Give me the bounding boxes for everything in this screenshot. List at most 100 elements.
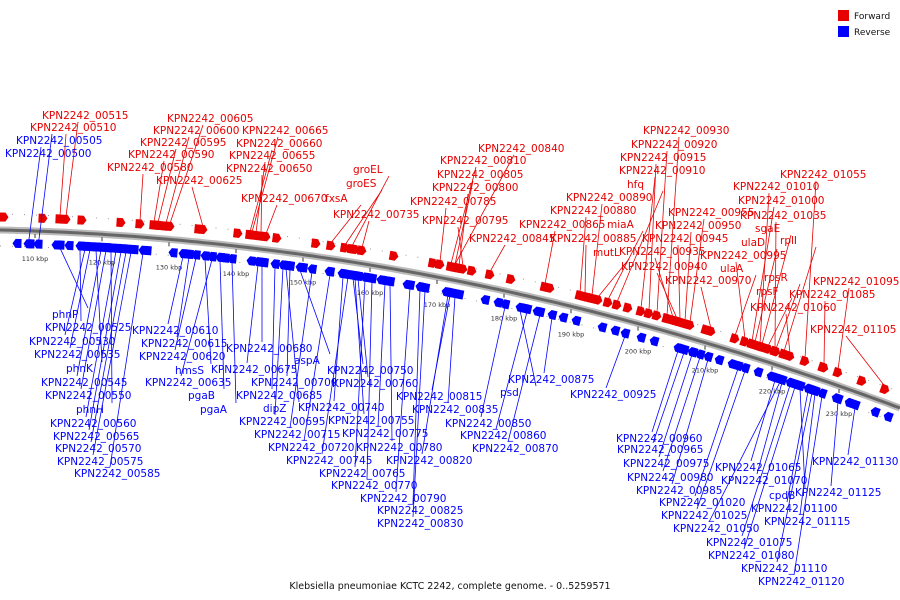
reverse-gene-label: KPN2242_00820 [386, 455, 472, 467]
tick-label: 110 kbp [22, 255, 49, 263]
leader-line [246, 264, 259, 364]
forward-gene-label: KPN2242_00935 [619, 246, 705, 258]
reverse-gene-label: KPN2242_00745 [286, 455, 372, 467]
reverse-gene-fill-407 [402, 279, 413, 290]
reverse-gene-label: KPN2242_01075 [706, 537, 792, 549]
leader-line [700, 286, 712, 329]
forward-gene-fill-433 [427, 257, 438, 268]
reverse-gene-fill-17 [12, 238, 22, 249]
reverse-gene-label: KPN2242_00685 [236, 390, 322, 402]
tick-label: 180 kbp [491, 315, 518, 323]
forward-gene-label: KPN2242_00580 [107, 162, 193, 174]
leader-line [109, 253, 144, 468]
forward-gene-fill-316 [310, 238, 321, 249]
reverse-gene-label: pgaA [200, 404, 228, 416]
forward-gene-label: groEL [353, 164, 383, 176]
reverse-gene-fill-381 [376, 275, 387, 285]
reverse-gene-label: KPN2242_01025 [661, 510, 747, 522]
reverse-gene-label: KPN2242_00925 [570, 389, 656, 401]
forward-gene-label: KPN2242_01105 [810, 324, 896, 336]
leader-line [605, 335, 626, 389]
reverse-gene-fill-173 [168, 248, 178, 258]
reverse-gene-label: KPN2242_00850 [445, 418, 531, 430]
reverse-gene-label: KPN2242_00530 [29, 336, 115, 348]
forward-gene-label: groES [346, 178, 377, 190]
reverse-gene-fill-888 [883, 411, 894, 423]
reverse-gene-label: KPN2242_01065 [715, 462, 801, 474]
reverse-gene-label: KPN2242_00875 [508, 374, 594, 386]
leader-line [783, 246, 817, 352]
forward-gene-label: KPN2242_01035 [740, 210, 826, 222]
reverse-gene-label: KPN2242_00755 [328, 415, 414, 427]
reverse-gene-label: KPN2242_00635 [145, 377, 231, 389]
leader-line [616, 190, 664, 303]
leader-line [767, 297, 793, 347]
leader-line [174, 257, 197, 351]
legend-forward-label: Forward [854, 12, 890, 22]
leader-line [59, 133, 67, 217]
reverse-gene-label: KPN2242_01125 [795, 487, 881, 499]
reverse-gene-label: KPN2242_00680 [226, 343, 312, 355]
leader-line [330, 204, 362, 243]
forward-gene-label: KPN2242_00805 [437, 169, 523, 181]
reverse-gene-29 [307, 264, 318, 274]
forward-gene-16 [356, 245, 367, 256]
leader-line [204, 258, 212, 365]
forward-gene-label: KPN2242_00600 [153, 125, 239, 137]
reverse-gene-label: KPN2242_00715 [254, 429, 340, 441]
reverse-gene-55 [695, 349, 706, 360]
reverse-gene-label: KPN2242_00695 [239, 416, 325, 428]
leader-line [255, 161, 266, 233]
reverse-gene-fill-849 [844, 397, 855, 409]
reverse-gene-label: KPN2242_01020 [659, 497, 745, 509]
leader-line [544, 230, 556, 285]
leader-line [837, 287, 850, 370]
leader-line [756, 382, 783, 475]
forward-gene-label: KPN2242_00910 [619, 165, 705, 177]
leader-line [759, 192, 770, 344]
reverse-gene-fill-290 [285, 261, 296, 271]
forward-gene-fill-745 [739, 336, 750, 347]
tick-label: 170 kbp [424, 301, 451, 309]
reverse-gene-fill-368 [363, 272, 374, 283]
reverse-gene-label: KPN2242_00765 [319, 468, 405, 480]
leader-line [597, 258, 630, 298]
forward-gene-label: KPN2242_00735 [333, 209, 419, 221]
forward-gene-0 [61, 214, 71, 224]
leader-line [845, 335, 886, 387]
leader-line [265, 204, 278, 234]
reverse-gene-fill-95 [90, 242, 100, 252]
leader-line [656, 150, 668, 313]
forward-gene-label: KPN2242_00510 [30, 122, 116, 134]
forward-gene-label: KPN2242_00655 [229, 150, 315, 162]
reverse-gene-label: KPN2242_00535 [34, 349, 120, 361]
reverse-gene-fill-758 [753, 367, 764, 378]
forward-gene-fill-589 [583, 292, 594, 303]
leader-line [251, 136, 279, 233]
forward-gene-label: KPN2242_00795 [422, 215, 508, 227]
reverse-gene-label: KPN2242_00770 [331, 480, 417, 492]
reverse-gene-label: KPN2242_00720 [268, 442, 354, 454]
forward-gene-fill-121 [116, 217, 126, 228]
reverse-gene-fill-524 [519, 303, 530, 314]
reverse-gene-label: KPN2242_00565 [53, 431, 139, 443]
label-leader-lines [27, 121, 886, 576]
leader-line [830, 401, 839, 487]
leader-line [64, 249, 86, 336]
reverse-gene-fill-329 [324, 266, 335, 277]
leader-line [654, 257, 674, 318]
reverse-gene-label: KPN2242_00980 [627, 472, 713, 484]
leader-line [180, 259, 213, 377]
forward-gene-32 [602, 297, 613, 308]
leader-line [412, 289, 421, 505]
leader-line [37, 133, 53, 248]
forward-gene-label: KPN2242_00665 [242, 125, 328, 137]
leader-line [662, 357, 701, 472]
leader-line [361, 220, 370, 248]
leader-line [354, 278, 365, 415]
leader-line [696, 370, 746, 510]
tick-label: 230 kbp [826, 410, 853, 418]
leader-line [92, 252, 132, 456]
leader-line [357, 278, 369, 378]
reverse-gene-label: cpdB [769, 490, 795, 502]
